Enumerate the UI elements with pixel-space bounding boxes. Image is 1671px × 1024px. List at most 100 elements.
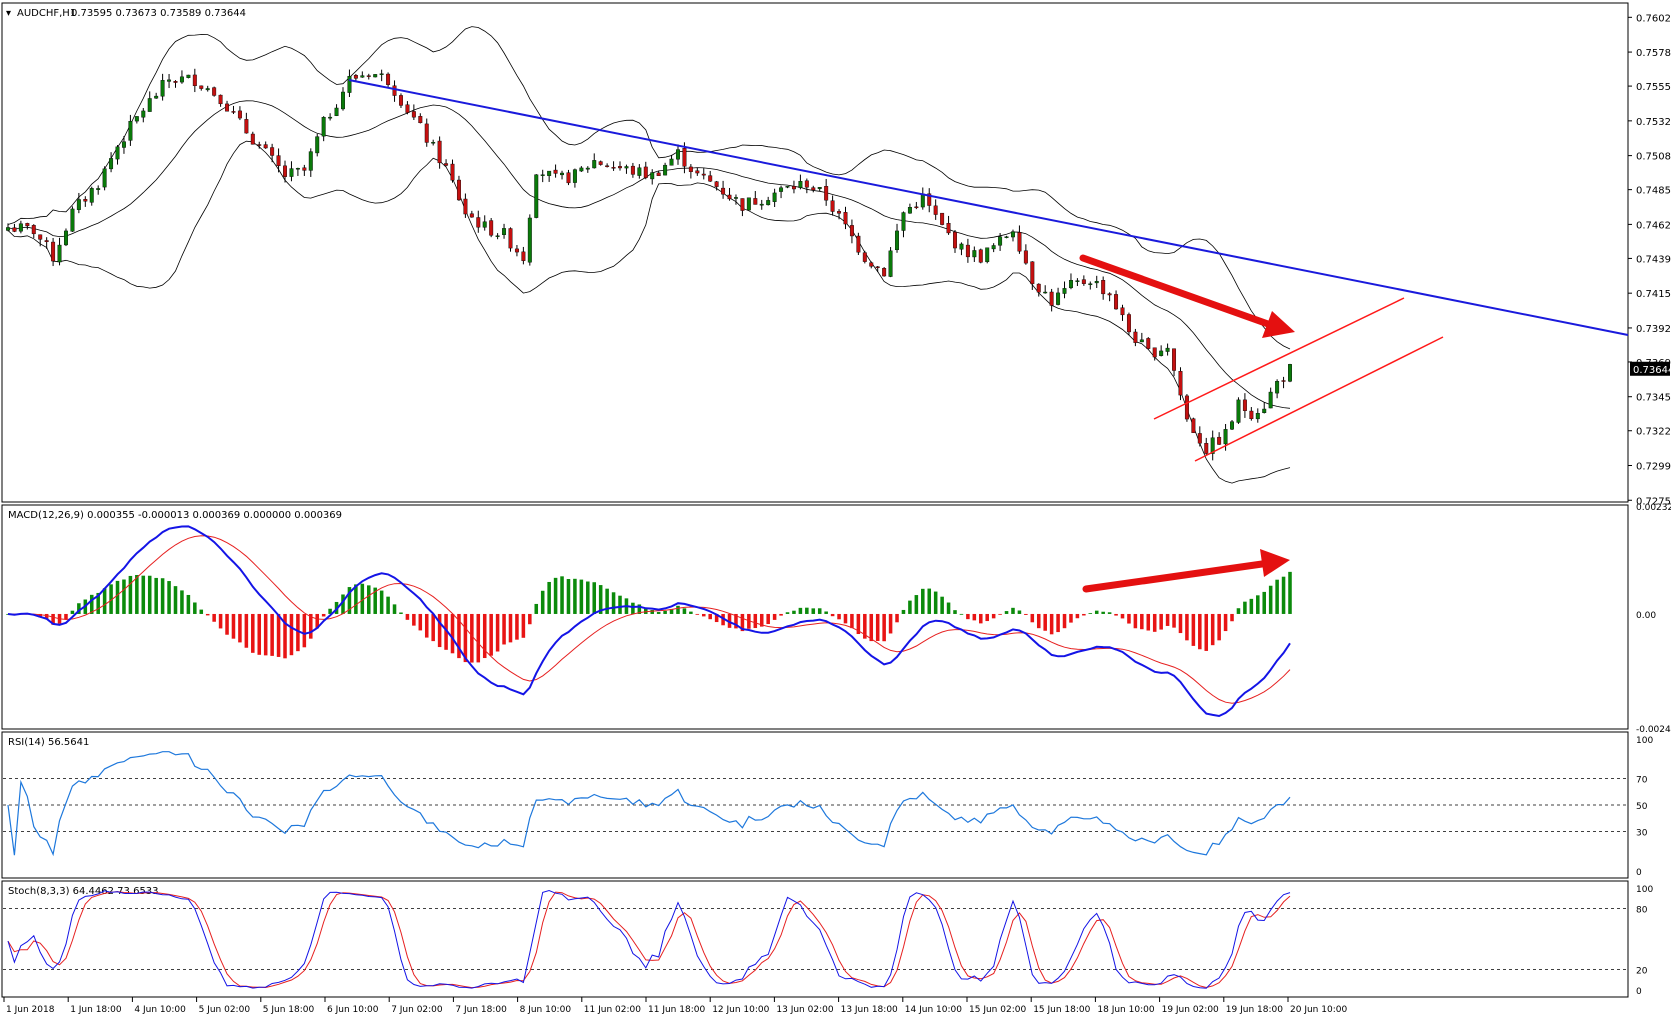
macd-histogram-bar [1011,607,1015,614]
x-tick-label: 18 Jun 10:00 [1097,1005,1154,1015]
candle-body [1056,292,1061,305]
candle-body [1255,413,1260,420]
candle-body [656,172,661,177]
macd-histogram-bar [296,613,300,652]
macd-histogram-bar [205,613,210,616]
rsi-line [7,751,1291,857]
candle-body [869,262,874,267]
price-header-values: 0.73595 0.73673 0.73589 0.73644 [71,8,246,19]
macd-histogram-bar [424,613,429,638]
macd-histogram-bar [1152,613,1157,632]
candle-body [1081,279,1086,284]
candle-body [341,91,345,110]
x-tick-label: 6 Jun 10:00 [327,1005,379,1015]
candle-body [121,141,126,148]
macd-histogram-bar [618,595,622,614]
macd-histogram-bar [560,576,564,614]
candle-body [618,166,622,169]
macd-histogram-bar [135,574,139,614]
macd-histogram-bar [689,611,693,614]
macd-histogram-bar [528,613,532,625]
macd-histogram-bar [540,590,545,614]
candle-body [147,98,152,112]
candle-body [373,74,378,78]
macd-histogram-bar [875,613,880,641]
x-tick-label: 15 Jun 02:00 [969,1005,1026,1015]
macd-histogram-bar [914,595,919,614]
x-tick-label: 13 Jun 18:00 [841,1005,898,1015]
macd-histogram-bar [837,613,841,620]
macd-histogram-bar [495,613,500,652]
candle-body [1049,291,1054,306]
x-tick-label: 1 Jun 2018 [6,1005,55,1015]
macd-histogram-bar [141,575,146,614]
candle-body [270,147,275,156]
candle-body [888,250,893,277]
macd-histogram-bar [766,613,770,625]
candle-body [160,80,165,97]
macd-histogram-bar [985,613,989,622]
candle-body [1152,347,1157,358]
macd-histogram-bar [212,613,216,622]
candle-body [727,194,732,200]
macd-histogram-bar [1101,611,1105,614]
candle-body [785,186,790,188]
macd-histogram-bar [199,609,204,614]
macd-histogram-bar [721,613,725,626]
macd-histogram-bar [186,594,191,614]
rsi-tick-label: 70 [1636,776,1648,786]
macd-histogram-bar [1262,591,1267,614]
candle-body [1133,331,1138,343]
candle-body [1230,421,1234,430]
candle-body [798,181,803,188]
macd-panel-frame [1,504,1629,730]
candle-body [540,174,545,176]
macd-histogram-bar [1075,613,1080,619]
macd-histogram-bar [1236,608,1241,614]
candle-body [96,188,101,190]
macd-histogram-bar [379,590,384,614]
macd-histogram-bar [437,613,442,648]
candle-body [856,235,861,253]
macd-histogram-bar [1030,613,1035,623]
candle-body [534,174,539,218]
macd-histogram-bar [650,610,654,614]
candle-body [250,133,255,145]
macd-histogram-bar [418,613,423,631]
macd-histogram-bar [747,613,751,629]
macd-histogram-bar [360,583,365,614]
macd-histogram-bar [328,608,332,614]
x-tick-label: 8 Jun 10:00 [520,1005,572,1015]
candle-body [212,87,217,96]
candle-body [1172,348,1177,371]
macd-histogram-bar [502,613,506,645]
macd-histogram-bar [1049,613,1054,635]
macd-histogram-bar [321,613,326,617]
macd-histogram-bar [412,613,416,626]
macd-histogram-bar [579,579,584,614]
stoch-plot [3,889,1627,989]
candle-body [1288,364,1292,382]
macd-histogram-bar [966,613,970,620]
macd-histogram-bar [70,610,75,614]
macd-histogram-bar [998,613,1002,615]
macd-histogram-bar [1036,613,1041,629]
candle-body [225,103,230,112]
stoch-title: Stoch(8,3,3) 64.4462 73.6533 [8,886,159,897]
candle-body [598,161,603,165]
x-tick-label: 15 Jun 18:00 [1033,1005,1090,1015]
candle-body [334,107,339,116]
macd-histogram-bar [1217,613,1221,641]
macd-histogram-bar [193,602,197,614]
candle-body [914,206,919,209]
candle-body [12,227,17,232]
macd-histogram-bar [1191,613,1196,646]
macd-histogram-bar [863,613,867,639]
candle-body [991,245,996,250]
candle-body [1217,436,1222,445]
